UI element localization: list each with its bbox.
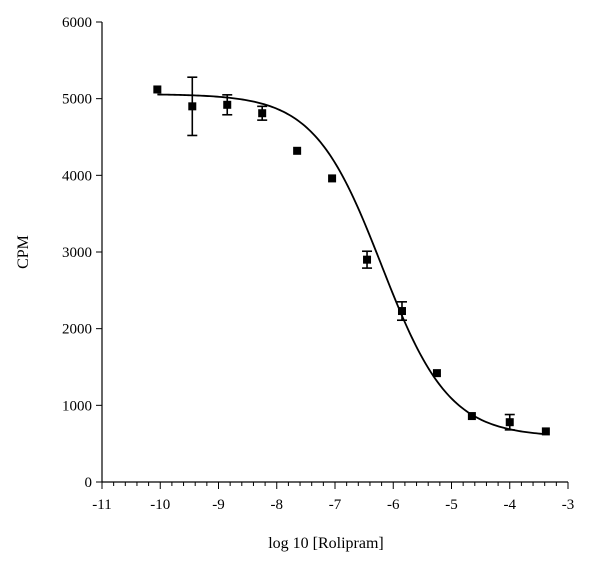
data-point — [397, 307, 406, 316]
fit-curve — [157, 93, 546, 436]
y-ticks: 0 1000 2000 3000 4000 5000 6000 — [62, 15, 102, 491]
y-tick-label: 2000 — [62, 322, 92, 338]
y-tick-label: 3000 — [62, 245, 92, 261]
y-tick-label: 6000 — [62, 15, 92, 31]
x-ticks: -11 -10 -9 -8 -7 -6 -5 -4 -3 — [92, 482, 574, 513]
y-tick-label: 5000 — [62, 92, 92, 108]
x-tick-label: -3 — [562, 497, 575, 513]
x-axis: -11 -10 -9 -8 -7 -6 -5 -4 -3 — [92, 481, 574, 513]
x-axis-title: log 10 [Rolipram] — [268, 535, 384, 552]
x-tick-label: -4 — [504, 497, 517, 513]
x-tick-label: -7 — [329, 497, 342, 513]
data-point — [188, 102, 197, 111]
y-axis: 0 1000 2000 3000 4000 5000 6000 — [62, 15, 103, 491]
x-tick-label: -5 — [445, 497, 458, 513]
data-point — [153, 85, 162, 94]
y-tick-label: 0 — [85, 475, 93, 491]
data-point — [293, 146, 302, 155]
data-point — [363, 255, 372, 264]
x-tick-label: -8 — [271, 497, 284, 513]
x-tick-label: -9 — [212, 497, 225, 513]
x-tick-label: -11 — [92, 497, 111, 513]
y-axis-title: CPM — [15, 235, 32, 269]
data-point — [432, 369, 441, 378]
data-point — [505, 418, 514, 427]
y-tick-label: 4000 — [62, 168, 92, 184]
data-point — [467, 412, 476, 421]
data-point — [223, 100, 232, 109]
data-points — [153, 76, 550, 436]
data-point — [328, 174, 337, 183]
data-point — [541, 427, 550, 436]
x-tick-label: -10 — [150, 497, 170, 513]
data-point — [258, 109, 267, 118]
x-tick-label: -6 — [387, 497, 400, 513]
y-tick-label: 1000 — [62, 398, 92, 414]
